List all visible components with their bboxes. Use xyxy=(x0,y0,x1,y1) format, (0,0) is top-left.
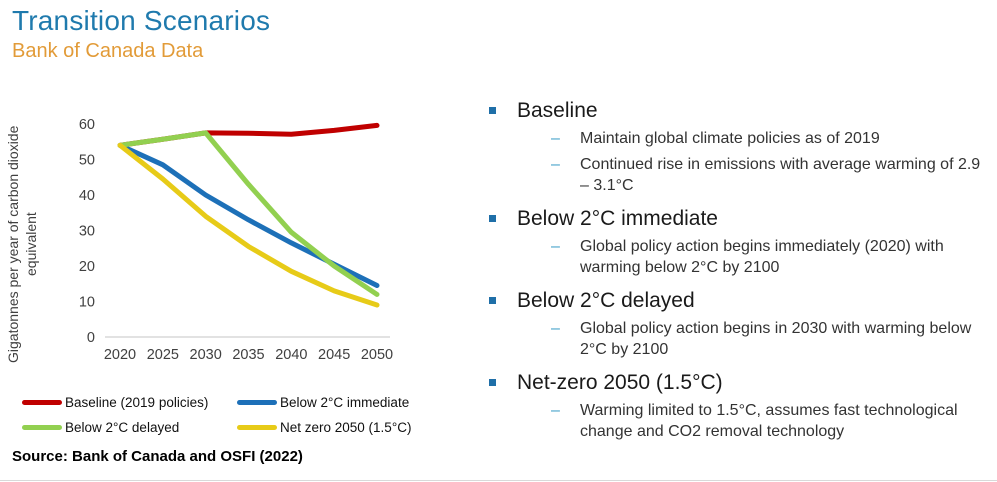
legend-label: Below 2°C immediate xyxy=(280,395,410,410)
series-line xyxy=(117,142,380,289)
x-tick-label: 2020 xyxy=(104,347,136,363)
legend-item: Below 2°C immediate xyxy=(237,395,411,410)
scenario-sub-bullet: – Maintain global climate policies as of … xyxy=(551,128,992,149)
legend-swatch-icon xyxy=(237,400,277,405)
x-tick-label: 2035 xyxy=(232,347,264,363)
source-note: Source: Bank of Canada and OSFI (2022) xyxy=(12,448,303,465)
scenario-sub-text: Global policy action begins immediately … xyxy=(580,238,944,276)
x-tick-label: 2045 xyxy=(318,347,350,363)
legend-swatch-icon xyxy=(22,425,62,430)
scenario-sub-bullet: – Global policy action begins in 2030 wit… xyxy=(551,318,992,360)
scenario-heading-label: Below 2°C immediate xyxy=(517,207,718,230)
slide-header: Transition Scenarios Bank of Canada Data xyxy=(12,5,270,63)
page-title: Transition Scenarios xyxy=(12,5,271,36)
series-line xyxy=(117,130,380,297)
y-tick-label: 60 xyxy=(79,117,95,133)
scenario-sub-text: Global policy action begins in 2030 with… xyxy=(580,320,972,358)
y-tick-label: 40 xyxy=(79,188,95,204)
legend-item: Below 2°C delayed xyxy=(22,420,237,435)
legend-label: Net zero 2050 (1.5°C) xyxy=(280,420,412,435)
scenario-sub-bullet: – Continued rise in emissions with averag… xyxy=(551,154,992,196)
scenario-bullet-group: Net-zero 2050 (1.5°C) – Warming limited to… xyxy=(487,370,992,442)
scenario-heading-label: Net-zero 2050 (1.5°C) xyxy=(517,371,723,394)
scenario-sub-text: Warming limited to 1.5°C, assumes fast t… xyxy=(580,402,958,440)
scenario-heading: Net-zero 2050 (1.5°C) xyxy=(487,370,992,395)
legend-item: Baseline (2019 policies) xyxy=(22,395,237,410)
y-tick-label: 50 xyxy=(79,153,95,169)
bottom-divider xyxy=(0,480,997,481)
square-bullet-icon xyxy=(489,379,496,386)
dash-bullet-icon: – xyxy=(551,238,560,255)
legend-swatch-icon xyxy=(22,400,62,405)
dash-bullet-icon: – xyxy=(551,130,560,147)
x-tick-label: 2025 xyxy=(147,347,179,363)
y-tick-label: 0 xyxy=(87,330,95,346)
emissions-chart-svg: 2020 2025 2030 2035 2040 2045 2050010203040506… xyxy=(79,117,393,363)
scenario-heading: Below 2°C immediate xyxy=(487,206,992,231)
y-tick-label: 10 xyxy=(79,295,95,311)
legend-label: Below 2°C delayed xyxy=(65,420,180,435)
dash-bullet-icon: – xyxy=(551,320,560,337)
scenario-heading: Baseline xyxy=(487,98,992,123)
x-tick-label: 2050 xyxy=(361,347,393,363)
emissions-chart: Gigatonnes per year of carbon dioxide eq… xyxy=(0,95,482,447)
x-tick-label: 2030 xyxy=(190,347,222,363)
scenario-sub-text: Continued rise in emissions with average… xyxy=(580,156,981,194)
page-subtitle: Bank of Canada Data xyxy=(12,40,204,62)
scenario-heading-label: Baseline xyxy=(517,99,598,122)
scenario-heading-label: Below 2°C delayed xyxy=(517,289,695,312)
scenario-sub-bullet: – Global policy action begins immediately… xyxy=(551,236,992,278)
scenario-bullet-panel: Baseline – Maintain global climate policie… xyxy=(487,98,992,452)
scenario-bullet-group: Below 2°C immediate – Global policy action… xyxy=(487,206,992,278)
dash-bullet-icon: – xyxy=(551,156,560,173)
square-bullet-icon xyxy=(489,215,496,222)
scenario-sub-text: Maintain global climate policies as of 2… xyxy=(580,130,880,147)
series-line xyxy=(117,142,380,308)
legend-label: Baseline (2019 policies) xyxy=(65,395,209,410)
dash-bullet-icon: – xyxy=(551,402,560,419)
square-bullet-icon xyxy=(489,297,496,304)
y-tick-label: 30 xyxy=(79,224,95,240)
x-tick-label: 2040 xyxy=(275,347,307,363)
scenario-sub-bullet: – Warming limited to 1.5°C, assumes fast … xyxy=(551,400,992,442)
legend-item: Net zero 2050 (1.5°C) xyxy=(237,420,411,435)
legend-swatch-icon xyxy=(237,425,277,430)
y-tick-label: 20 xyxy=(79,259,95,275)
scenario-heading: Below 2°C delayed xyxy=(487,288,992,313)
chart-legend: Baseline (2019 policies) Below 2°C immedi… xyxy=(22,395,411,435)
scenario-bullet-group: Below 2°C delayed – Global policy action b… xyxy=(487,288,992,360)
square-bullet-icon xyxy=(489,107,496,114)
scenario-bullet-group: Baseline – Maintain global climate policie… xyxy=(487,98,992,196)
